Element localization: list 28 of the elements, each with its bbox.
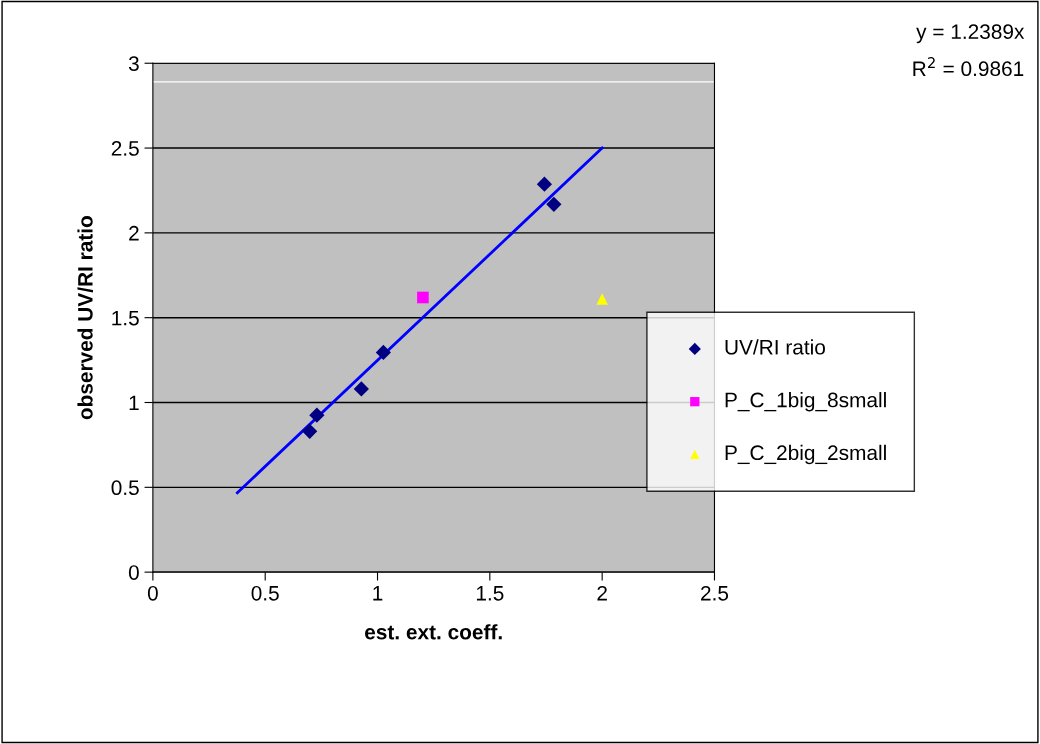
x-tick-label: 2.5 xyxy=(701,585,729,601)
point xyxy=(596,293,608,305)
y-axis-title: observed UV/RI ratio xyxy=(77,216,93,420)
text: y = 1.2389x xyxy=(916,24,1025,44)
point xyxy=(417,291,429,304)
y-tick-label: 2 xyxy=(129,225,139,241)
text: R$^{2}$ = 0.9861 xyxy=(913,57,1024,77)
x-tick-label: 1.5 xyxy=(476,586,504,601)
y-tick-label: 1 xyxy=(129,395,139,411)
point xyxy=(375,344,391,361)
legend-label: P_C_1big_8small xyxy=(725,392,886,412)
y-tick-label: 3 xyxy=(128,56,139,71)
x-tick-label: 0.5 xyxy=(251,585,279,601)
legend-label: P_C_2big_2small xyxy=(725,444,886,465)
x-tick-label: 2 xyxy=(597,585,607,601)
x-tick-label: 1 xyxy=(373,586,383,601)
point xyxy=(353,381,369,397)
y-tick-label: 0.5 xyxy=(111,480,139,496)
point xyxy=(546,196,562,212)
y-tick-label: 1.5 xyxy=(112,310,139,326)
x-axis-title: est. ext. coeff. xyxy=(365,624,502,640)
x-tick-label: 0 xyxy=(147,585,158,601)
y-tick-label: 0 xyxy=(128,565,139,580)
legend-label: UV/RI ratio xyxy=(725,339,825,355)
y-tick-label: 2.5 xyxy=(111,141,139,156)
point xyxy=(302,423,318,439)
point xyxy=(309,407,325,423)
point xyxy=(536,176,553,192)
